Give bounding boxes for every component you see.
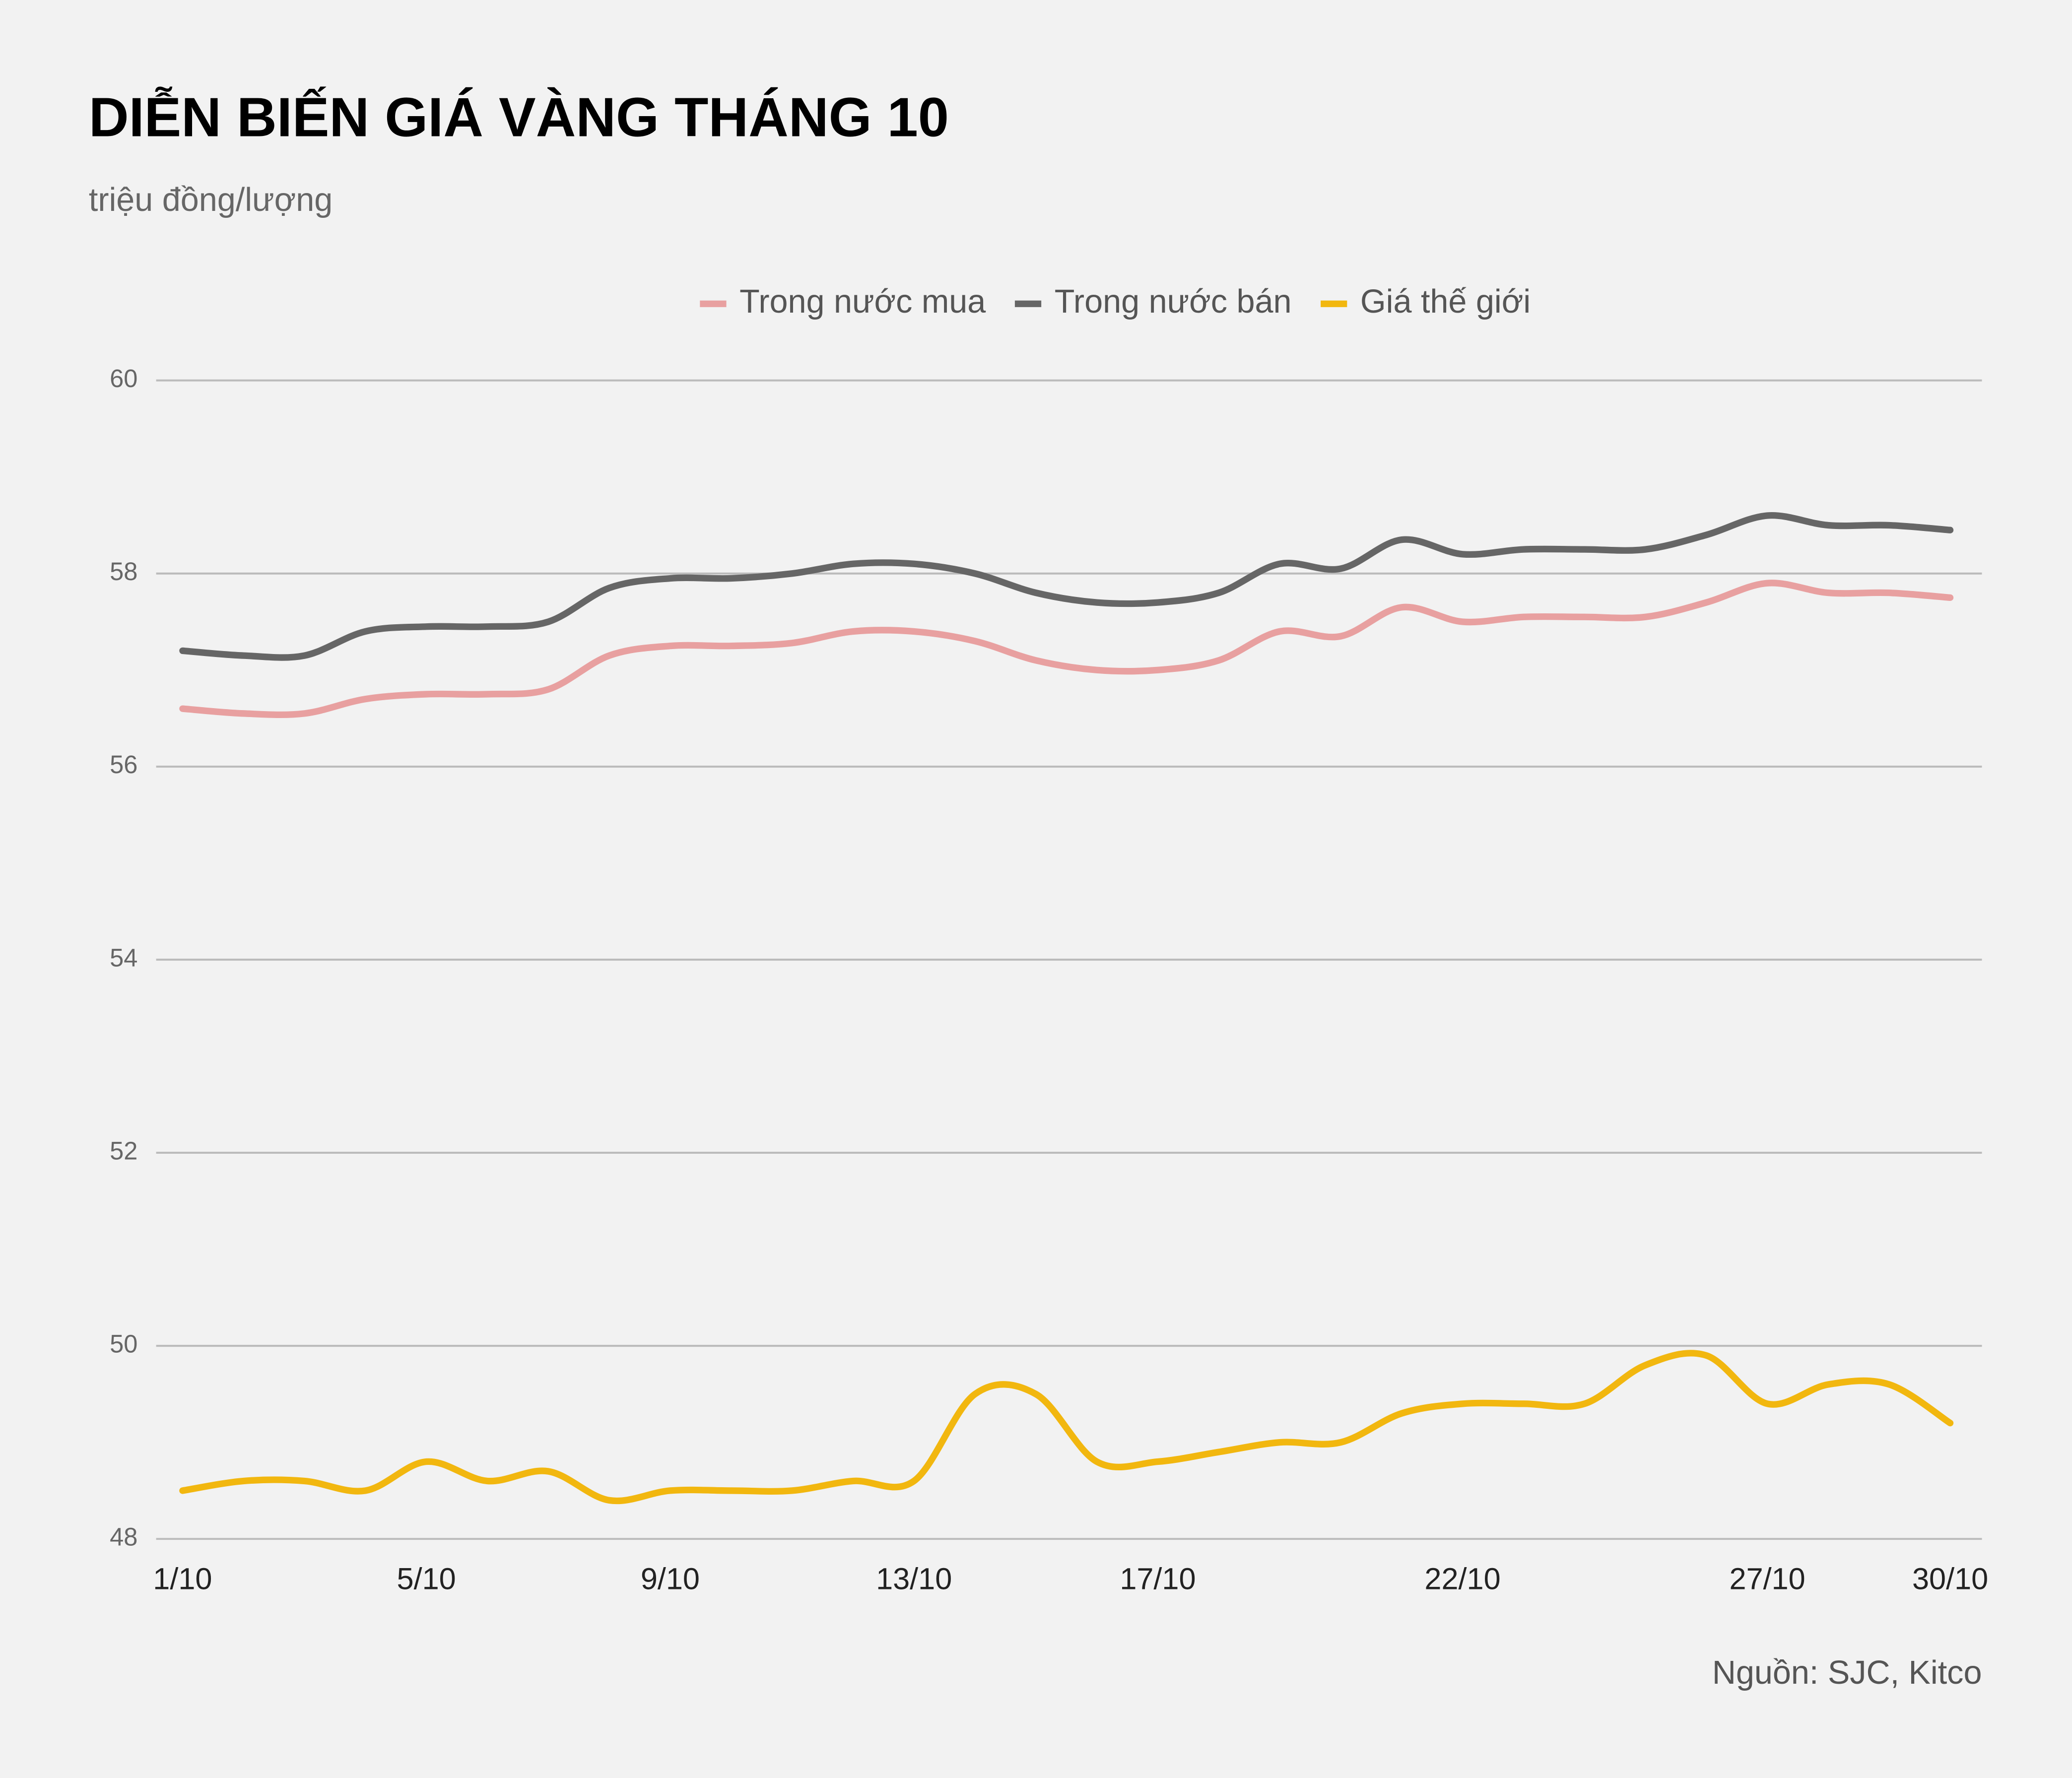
legend: Trong nước mua Trong nước bán Giá thế giới bbox=[700, 283, 1531, 320]
y-tick-label: 60 bbox=[110, 364, 137, 393]
legend-label: Giá thế giới bbox=[1360, 283, 1531, 320]
legend-label: Trong nước bán bbox=[1055, 283, 1292, 320]
data-line bbox=[179, 512, 1954, 661]
chart-subtitle: triệu đồng/lượng bbox=[89, 182, 333, 218]
y-tick-label: 48 bbox=[110, 1523, 137, 1551]
y-tick-label: 56 bbox=[110, 750, 137, 779]
y-tick-label: 52 bbox=[110, 1136, 137, 1165]
x-tick-label: 30/10 bbox=[1912, 1562, 1988, 1596]
x-tick-label: 13/10 bbox=[876, 1562, 952, 1596]
x-tick-label: 9/10 bbox=[641, 1562, 700, 1596]
data-line bbox=[179, 1350, 1954, 1505]
x-tick-label: 17/10 bbox=[1120, 1562, 1196, 1596]
x-tick-label: 22/10 bbox=[1424, 1562, 1500, 1596]
x-tick-label: 27/10 bbox=[1730, 1562, 1805, 1596]
source-note: Nguồn: SJC, Kitco bbox=[1712, 1654, 1982, 1691]
x-tick-label: 5/10 bbox=[397, 1562, 456, 1596]
chart-title: DIỄN BIẾN GIÁ VÀNG THÁNG 10 bbox=[89, 86, 949, 148]
data-line bbox=[179, 580, 1954, 719]
y-tick-label: 50 bbox=[110, 1329, 137, 1358]
y-tick-label: 54 bbox=[110, 943, 137, 972]
legend-label: Trong nước mua bbox=[739, 283, 986, 320]
x-tick-label: 1/10 bbox=[153, 1562, 212, 1596]
y-tick-label: 58 bbox=[110, 557, 137, 586]
